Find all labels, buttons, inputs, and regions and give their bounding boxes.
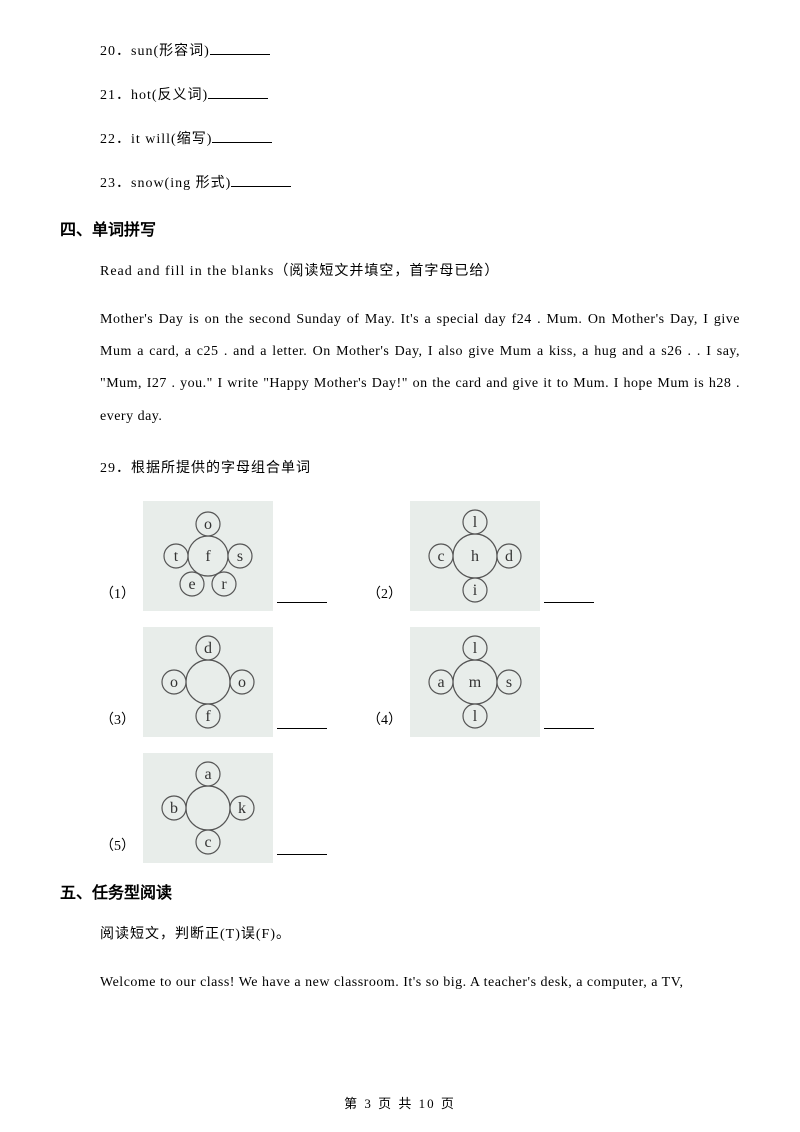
q-num: 22 <box>100 132 116 147</box>
blank[interactable] <box>208 85 268 99</box>
q-text: ．snow(ing 形式) <box>116 176 231 191</box>
puzzle-label: （3） <box>100 709 135 737</box>
svg-text:l: l <box>473 640 478 657</box>
svg-text:a: a <box>204 766 211 783</box>
blank[interactable] <box>210 41 270 55</box>
blank[interactable] <box>544 589 594 603</box>
puzzle-item-5: （5） a b k c <box>100 753 327 863</box>
svg-text:k: k <box>238 800 246 817</box>
svg-text:f: f <box>205 548 211 565</box>
svg-text:e: e <box>188 576 195 593</box>
question-20: 20．sun(形容词) <box>100 40 740 60</box>
puzzle-row-3: （5） a b k c <box>100 753 740 863</box>
svg-text:l: l <box>473 514 478 531</box>
puzzle-label: （5） <box>100 835 135 863</box>
puzzle-label: （2） <box>367 583 402 611</box>
q-text: ．hot(反义词) <box>116 88 208 103</box>
blank[interactable] <box>231 173 291 187</box>
puzzle-box: fo t s e r <box>143 501 273 611</box>
puzzle-box: d o o f <box>143 627 273 737</box>
svg-text:m: m <box>469 674 482 691</box>
puzzle-item-1: （1） fo t s e r <box>100 501 327 611</box>
svg-text:c: c <box>204 834 211 851</box>
question-29: 29．根据所提供的字母组合单词 <box>100 457 740 477</box>
svg-text:s: s <box>237 548 243 565</box>
svg-text:o: o <box>204 516 212 533</box>
q-text: ．sun(形容词) <box>116 44 210 59</box>
svg-text:f: f <box>205 708 211 725</box>
blank[interactable] <box>277 841 327 855</box>
section-5-heading: 五、任务型阅读 <box>60 879 740 903</box>
puzzle-box: ml a s l <box>410 627 540 737</box>
question-22: 22．it will(缩写) <box>100 128 740 148</box>
section-4-heading: 四、单词拼写 <box>60 216 740 240</box>
q-num: 23 <box>100 176 116 191</box>
svg-text:c: c <box>437 548 444 565</box>
section-4-instruction: Read and fill in the blanks（阅读短文并填空，首字母已… <box>100 260 740 280</box>
blank[interactable] <box>212 129 272 143</box>
svg-text:o: o <box>170 674 178 691</box>
section-4-passage: Mother's Day is on the second Sunday of … <box>100 304 740 433</box>
section-5-passage: Welcome to our class! We have a new clas… <box>100 967 740 999</box>
question-23: 23．snow(ing 形式) <box>100 172 740 192</box>
q-num: 21 <box>100 88 116 103</box>
svg-text:a: a <box>437 674 444 691</box>
puzzle-item-3: （3） d o o f <box>100 627 327 737</box>
svg-text:b: b <box>170 800 178 817</box>
question-21: 21．hot(反义词) <box>100 84 740 104</box>
svg-text:d: d <box>204 640 212 657</box>
blank[interactable] <box>277 589 327 603</box>
puzzle-box: a b k c <box>143 753 273 863</box>
puzzle-label: （1） <box>100 583 135 611</box>
blank[interactable] <box>277 715 327 729</box>
svg-text:d: d <box>505 548 513 565</box>
svg-text:o: o <box>238 674 246 691</box>
top-questions: 20．sun(形容词) 21．hot(反义词) 22．it will(缩写) 2… <box>60 40 740 192</box>
svg-text:h: h <box>471 548 479 565</box>
puzzle-item-4: （4） ml a s l <box>367 627 594 737</box>
puzzle-grid: （1） fotser （2） hlcdi （3） doof （4） mlasl … <box>100 501 740 863</box>
svg-text:s: s <box>506 674 512 691</box>
puzzle-label: （4） <box>367 709 402 737</box>
page-footer: 第 3 页 共 10 页 <box>0 1093 800 1112</box>
puzzle-box: hl c d i <box>410 501 540 611</box>
svg-text:l: l <box>473 708 478 725</box>
q-num: 20 <box>100 44 116 59</box>
puzzle-row-2: （3） d o o f （4） ml a s l <box>100 627 740 737</box>
blank[interactable] <box>544 715 594 729</box>
puzzle-item-2: （2） hl c d i <box>367 501 594 611</box>
q-text: ．it will(缩写) <box>116 132 212 147</box>
svg-text:i: i <box>473 582 478 599</box>
section-5-instruction: 阅读短文，判断正(T)误(F)。 <box>100 923 740 943</box>
svg-text:t: t <box>174 548 179 565</box>
puzzle-row-1: （1） fo t s e r （2） hl c d i <box>100 501 740 611</box>
svg-text:r: r <box>221 576 227 593</box>
